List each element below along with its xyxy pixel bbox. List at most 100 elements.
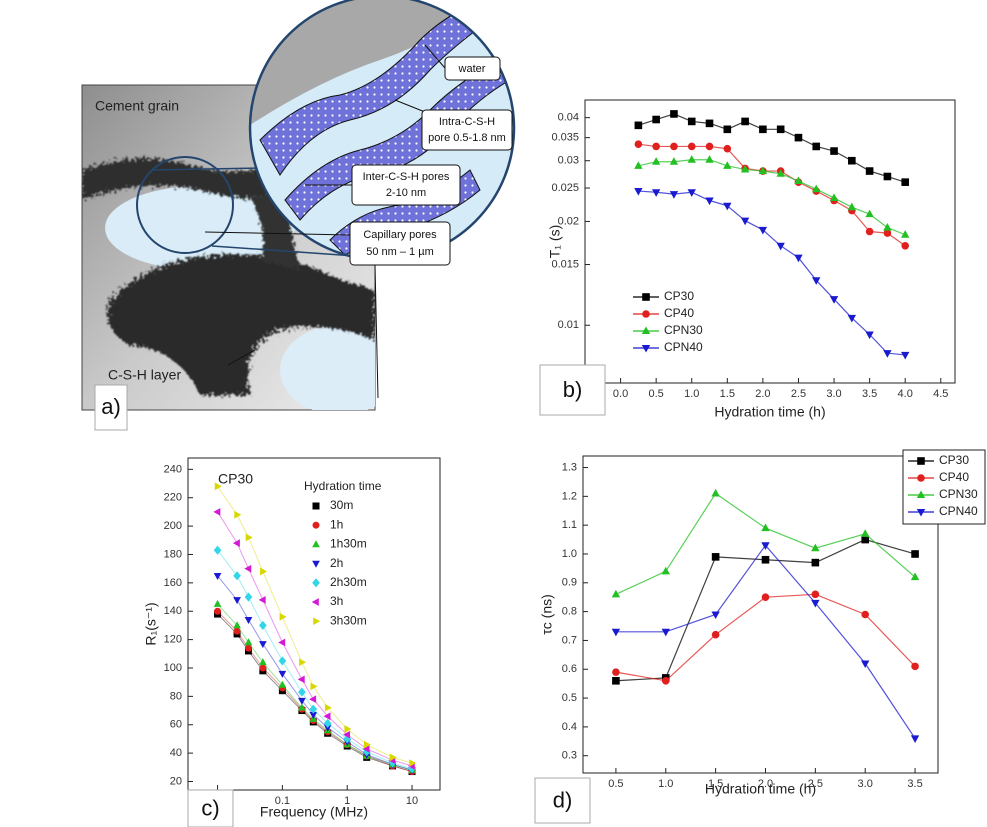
data-point — [670, 142, 678, 151]
data-point — [634, 161, 643, 169]
legend: Hydration time 30m 1h 1h30m 2h 2h30m 3h 3h30m — [304, 479, 382, 627]
data-point — [865, 167, 874, 175]
data-point — [278, 656, 287, 666]
fit-curve — [217, 613, 413, 773]
data-point — [278, 670, 287, 678]
data-point — [234, 510, 242, 519]
callouts — [204, 44, 446, 399]
y-axis-label: R₁(s⁻¹) — [143, 602, 159, 645]
y-tick-label: 0.01 — [558, 319, 579, 331]
data-point — [297, 675, 305, 684]
data-point — [363, 740, 371, 749]
legend-marker — [312, 560, 320, 568]
data-point — [245, 533, 253, 542]
legend-marker — [311, 598, 319, 606]
data-point — [812, 184, 821, 193]
cement-slice — [250, 0, 480, 125]
data-point — [829, 296, 839, 304]
callout-line — [424, 44, 446, 69]
x-tick-label: 2.0 — [755, 388, 770, 400]
x-tick-label: 3.5 — [862, 388, 877, 400]
illustration: water Intra-C-S-H pore 0.5-1.8 nm Inter-… — [81, 0, 516, 431]
label-box — [421, 109, 513, 151]
data-point — [687, 117, 696, 126]
data-point — [310, 682, 318, 691]
data-point — [723, 161, 732, 169]
data-point — [299, 658, 307, 667]
y-tick-label: 220 — [164, 492, 182, 504]
data-point — [687, 142, 696, 151]
y-axis-label: T₁ (s) — [547, 225, 563, 259]
data-point — [883, 222, 892, 231]
y-tick-label: 20 — [170, 775, 182, 787]
data-point — [687, 189, 696, 197]
fit-curve — [217, 549, 413, 770]
data-point — [861, 660, 870, 669]
pore-region — [280, 325, 375, 410]
data-point — [829, 193, 839, 201]
x-tick-label: 0.1 — [275, 795, 290, 807]
data-point — [362, 745, 370, 753]
legend-label: CP40 — [664, 306, 694, 320]
panel-label: c) — [201, 795, 219, 820]
legend-label: 3h — [330, 594, 343, 608]
plot-frame — [582, 455, 939, 774]
data-point — [651, 157, 661, 165]
data-point — [323, 712, 331, 721]
data-point — [911, 662, 919, 671]
inter-label: 2-10 nm — [386, 187, 426, 199]
data-point — [847, 314, 857, 323]
data-point — [711, 488, 720, 497]
y-tick-label: 1.1 — [562, 519, 577, 531]
data-point — [634, 140, 643, 148]
y-tick-label: 0.8 — [562, 606, 577, 618]
fit-curve — [217, 610, 413, 773]
callout-line — [227, 349, 256, 366]
legend-marker — [313, 617, 321, 626]
data-point — [883, 172, 892, 181]
data-point — [259, 658, 267, 666]
y-tick-label: 40 — [170, 747, 182, 759]
csh-band — [107, 254, 375, 395]
x-tick-label: 4.5 — [933, 388, 948, 400]
legend-label: 30m — [330, 498, 353, 512]
legend-marker — [312, 521, 320, 529]
legend-marker — [642, 293, 650, 301]
data-point — [883, 229, 892, 237]
data-point — [761, 555, 770, 564]
data-point — [794, 254, 803, 263]
data-point — [661, 628, 670, 637]
plot-frame — [187, 457, 441, 791]
y-tick-label: 1.3 — [562, 461, 577, 473]
data-point — [244, 638, 253, 646]
data-point — [830, 147, 838, 155]
legend: CP30 CP40 CPN30 CPN40 — [902, 449, 986, 525]
x-tick-label: 1.0 — [658, 778, 673, 790]
data-point — [244, 616, 253, 624]
zoom-line — [151, 167, 263, 171]
data-point — [232, 539, 240, 547]
data-point — [259, 664, 267, 672]
data-point — [309, 704, 318, 714]
data-point — [611, 589, 621, 598]
data-point — [388, 758, 397, 768]
legend-title: Hydration time — [304, 479, 382, 493]
legend-marker — [917, 457, 925, 465]
x-tick-label: 2.5 — [808, 778, 823, 790]
y-tick-label: 0.7 — [562, 634, 577, 646]
csh-band — [82, 158, 300, 200]
legend-label: CPN40 — [939, 504, 978, 518]
chart-panel: 0.5 1.0 1.5 2.0 2.5 3.0 3.5 0.3 0.4 0.5 0.6 0.7 0.8 0… — [534, 449, 986, 824]
y-tick-label: 0.3 — [562, 750, 577, 762]
data-point — [214, 607, 222, 615]
data-point — [233, 597, 241, 605]
y-tick-label: 60 — [170, 719, 182, 731]
y-tick-label: 140 — [164, 605, 182, 617]
panel-label-box — [534, 777, 591, 824]
callout-line — [204, 231, 351, 236]
y-tick-label: 0.025 — [551, 182, 579, 194]
panel-label-box — [539, 364, 606, 416]
data-point — [811, 590, 820, 599]
data-point — [901, 241, 909, 250]
legend-label: CPN40 — [664, 340, 703, 354]
